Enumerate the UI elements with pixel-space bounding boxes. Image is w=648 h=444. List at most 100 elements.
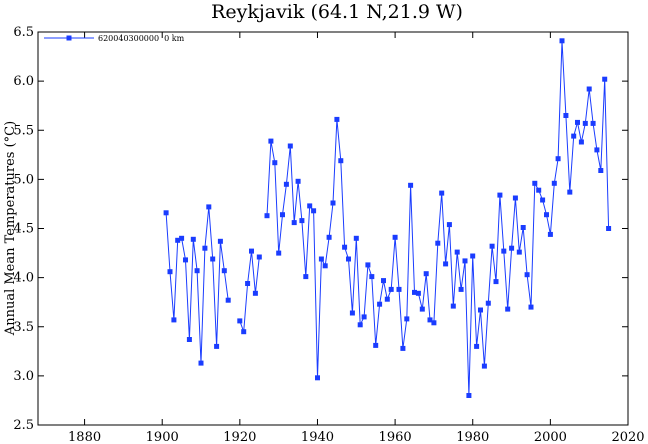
y-tick-label: 5.0 xyxy=(13,172,34,187)
data-point xyxy=(446,222,452,228)
data-point xyxy=(594,147,600,153)
y-axis: 2.5 3.0 3.5 4.0 4.5 5.0 5.5 6.0 6.5 xyxy=(13,25,628,433)
data-point xyxy=(198,360,204,366)
y-tick-label: 6.5 xyxy=(13,25,34,40)
data-point xyxy=(280,212,285,218)
data-point xyxy=(221,268,227,274)
data-point xyxy=(392,234,398,240)
data-point xyxy=(357,322,363,328)
data-point xyxy=(470,253,476,259)
data-point xyxy=(342,244,348,250)
data-point xyxy=(415,290,421,296)
data-point xyxy=(303,274,309,280)
data-point xyxy=(582,120,588,126)
data-point xyxy=(423,271,429,277)
series-line xyxy=(266,40,610,396)
data-point xyxy=(450,303,456,309)
legend: 620040300000 0 km xyxy=(44,34,185,43)
data-point xyxy=(291,220,297,226)
data-point xyxy=(412,289,417,295)
data-point xyxy=(400,345,406,351)
data-point xyxy=(439,190,445,196)
data-point xyxy=(186,337,192,342)
data-point xyxy=(167,269,173,275)
data-point xyxy=(346,256,351,262)
y-tick-label: 6.0 xyxy=(13,74,34,89)
data-point xyxy=(485,300,491,306)
data-point xyxy=(419,306,425,312)
y-tick-label: 5.5 xyxy=(13,123,34,138)
plot-frame xyxy=(37,31,629,426)
data-point xyxy=(505,306,511,312)
data-point xyxy=(578,139,584,145)
data-point xyxy=(427,317,433,323)
data-point xyxy=(283,181,289,187)
data-point xyxy=(326,234,332,240)
data-point xyxy=(404,316,410,322)
data-point xyxy=(307,203,313,209)
data-point xyxy=(349,310,355,316)
data-point xyxy=(225,297,231,303)
x-tick-label: 1940 xyxy=(301,430,334,444)
data-point xyxy=(509,245,515,251)
data-point xyxy=(287,143,293,149)
data-point xyxy=(532,180,538,186)
data-point xyxy=(256,254,262,260)
data-point xyxy=(315,375,320,381)
data-point xyxy=(245,281,251,286)
data-point xyxy=(443,261,449,267)
y-axis-label: Annual Mean Temperatures (°C) xyxy=(3,121,18,336)
data-point xyxy=(547,231,553,237)
data-point xyxy=(540,197,546,203)
data-point xyxy=(318,256,324,262)
data-point xyxy=(462,258,468,264)
x-tick-label: 1920 xyxy=(223,430,256,444)
data-point xyxy=(431,320,437,326)
data-point xyxy=(249,248,254,254)
data-point xyxy=(606,226,612,231)
data-point xyxy=(194,268,200,274)
data-point xyxy=(528,304,534,310)
data-point xyxy=(575,119,580,125)
data-point xyxy=(516,249,522,255)
data-point xyxy=(252,290,258,296)
data-point xyxy=(338,158,344,164)
data-point xyxy=(555,156,561,162)
y-tick-label: 3.5 xyxy=(13,320,34,335)
y-tick-label: 4.5 xyxy=(13,222,34,237)
series-layer xyxy=(163,38,612,398)
data-point xyxy=(524,272,530,278)
data-point xyxy=(481,363,487,369)
data-point xyxy=(536,187,542,193)
legend-label: 620040300000 0 km xyxy=(98,34,185,43)
data-point xyxy=(183,257,188,263)
data-point xyxy=(602,76,608,82)
data-point xyxy=(217,238,223,244)
data-point xyxy=(295,178,301,184)
data-point xyxy=(369,274,375,280)
data-point xyxy=(501,248,507,254)
data-point xyxy=(512,195,518,201)
data-point xyxy=(598,168,604,173)
data-point xyxy=(210,256,216,262)
x-tick-label: 1960 xyxy=(379,430,412,444)
data-point xyxy=(214,343,220,349)
x-axis: 1880 1900 1920 1940 1960 1980 2000 2020 xyxy=(68,32,645,444)
data-point xyxy=(458,286,464,292)
data-point xyxy=(334,116,340,122)
data-point xyxy=(571,133,577,139)
data-point xyxy=(268,138,274,144)
x-tick-label: 1900 xyxy=(146,430,179,444)
data-point xyxy=(474,343,480,349)
data-point xyxy=(381,278,386,284)
data-point xyxy=(466,393,472,398)
data-point xyxy=(586,86,592,92)
data-point xyxy=(276,250,282,256)
data-point xyxy=(544,212,549,218)
data-point xyxy=(559,38,565,44)
data-point xyxy=(373,342,379,348)
data-point xyxy=(388,286,394,292)
data-point xyxy=(563,113,569,118)
data-point xyxy=(190,236,196,242)
